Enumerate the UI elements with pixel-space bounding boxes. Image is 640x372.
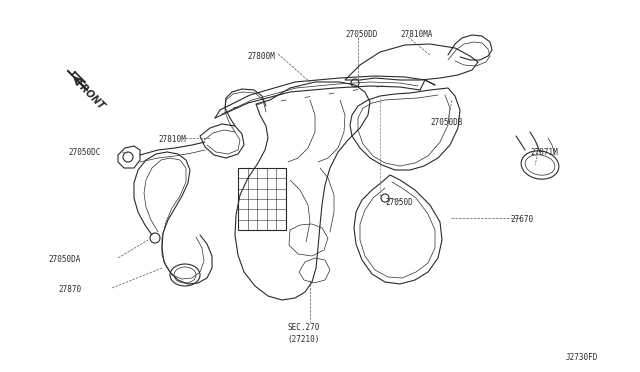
Text: 27050DA: 27050DA [48,255,81,264]
Text: 27810MA: 27810MA [400,30,433,39]
Text: J2730FD: J2730FD [566,353,598,362]
Text: (27210): (27210) [287,335,319,344]
Text: 27050DB: 27050DB [430,118,462,127]
Text: 27050D: 27050D [385,198,413,207]
Text: 27670: 27670 [510,215,533,224]
Text: FRONT: FRONT [74,78,107,112]
Text: 27050DD: 27050DD [345,30,378,39]
Text: 27870: 27870 [58,285,81,294]
Text: 27800M: 27800M [247,52,275,61]
Text: 27050DC: 27050DC [68,148,100,157]
Text: 27871M: 27871M [530,148,557,157]
Text: 27810M: 27810M [158,135,186,144]
Bar [238,168,286,230]
Text: SEC.270: SEC.270 [287,323,319,332]
